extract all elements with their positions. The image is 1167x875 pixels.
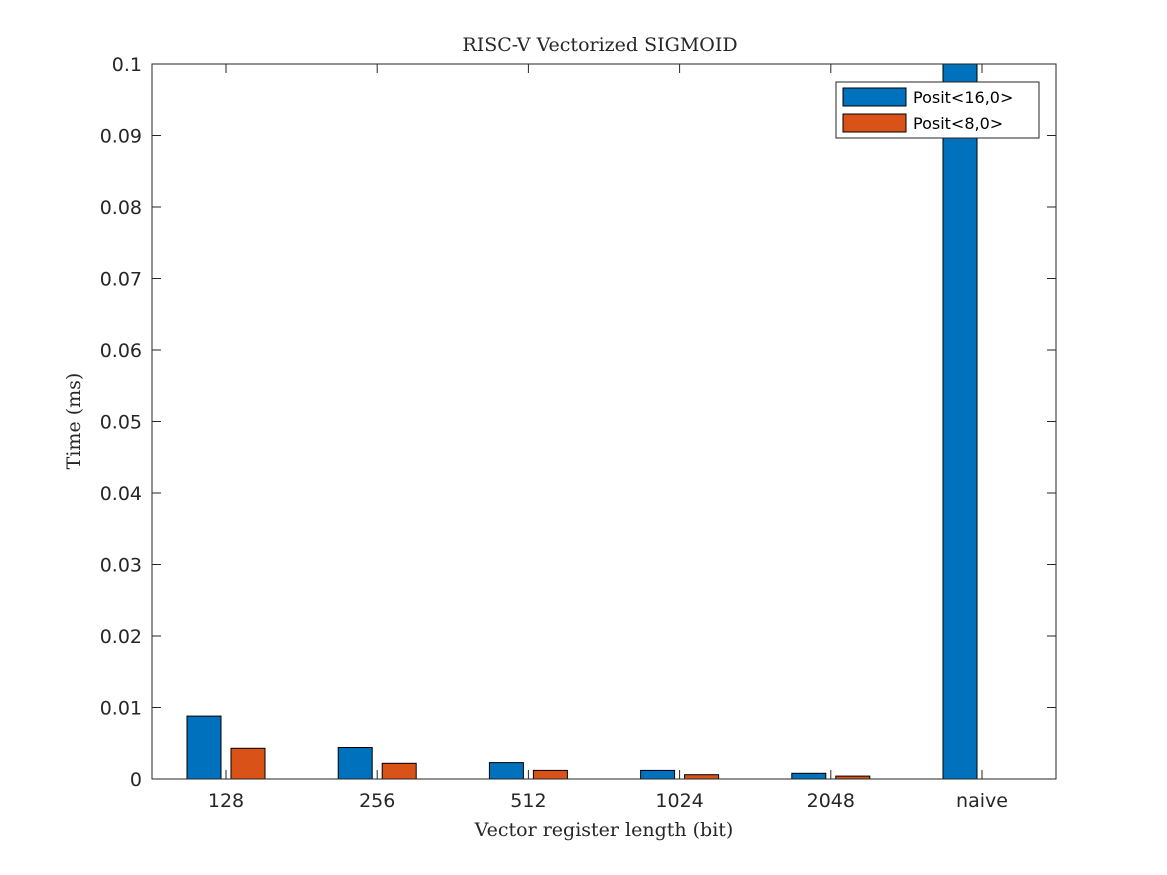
y-tick-label: 0.01 (100, 698, 142, 720)
bar-posit16-1024 (640, 769, 676, 779)
y-tick-label: 0.09 (100, 126, 142, 148)
bar-posit16-256 (337, 747, 373, 779)
legend: Posit<16,0> Posit<8,0> (835, 81, 1040, 139)
legend-swatch-posit8 (842, 113, 907, 133)
ticks-group: 0 0.01 0.02 0.03 0.04 0.05 0.06 0.07 0.08 0.09 0.1… (100, 54, 1056, 812)
bar-posit8-512 (532, 769, 568, 779)
y-tick-label: 0 (130, 769, 142, 791)
x-tick-label-128: 128 (208, 790, 244, 812)
bars-group (186, 64, 978, 779)
x-tick-label-1024: 1024 (655, 790, 703, 812)
legend-label-posit16: Posit<16,0> (913, 88, 1013, 107)
bar-posit8-128 (230, 747, 266, 779)
x-tick-label-256: 256 (359, 790, 395, 812)
x-axis-label: Vector register length (bit) (474, 819, 734, 841)
bar-posit16-2048 (791, 772, 827, 779)
y-axis-label: Time (ms) (63, 373, 85, 470)
y-tick-label: 0.1 (112, 54, 142, 76)
y-tick-label: 0.02 (100, 626, 142, 648)
y-tick-label: 0.03 (100, 555, 142, 577)
bar-posit16-128 (186, 715, 222, 779)
legend-swatch-posit16 (842, 87, 907, 107)
bar-posit16-512 (488, 762, 524, 779)
chart-title: RISC-V Vectorized SIGMOID (462, 34, 737, 56)
y-tick-label: 0.05 (100, 412, 142, 434)
x-tick-label-2048: 2048 (807, 790, 855, 812)
legend-label-posit8: Posit<8,0> (913, 114, 1003, 133)
y-tick-label: 0.07 (100, 269, 142, 291)
y-tick-label: 0.04 (100, 483, 142, 505)
x-tick-label-512: 512 (510, 790, 546, 812)
y-tick-label: 0.08 (100, 197, 142, 219)
plot-frame (151, 63, 1057, 780)
x-tick-label-naive: naive (956, 790, 1008, 812)
bar-posit16-naive (942, 64, 978, 779)
y-tick-label: 0.06 (100, 340, 142, 362)
bar-posit8-1024 (684, 774, 720, 779)
bar-posit8-256 (381, 762, 417, 779)
